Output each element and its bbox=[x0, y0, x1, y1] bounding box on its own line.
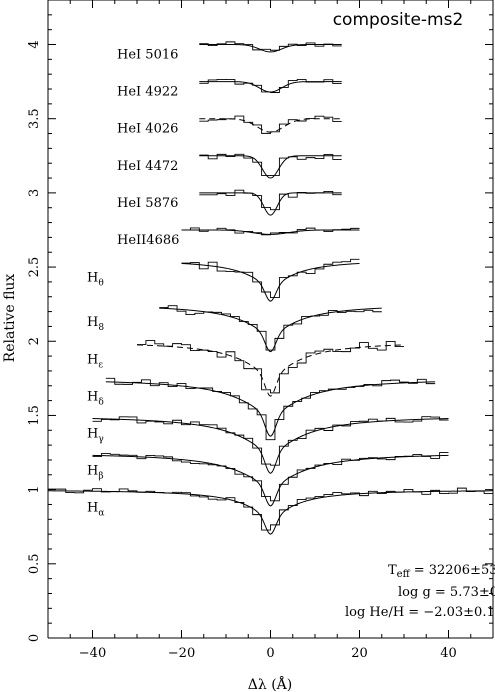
line-label-sub: δ bbox=[98, 397, 103, 407]
model-fit bbox=[181, 229, 360, 235]
x-tick-label: 40 bbox=[440, 646, 457, 661]
y-tick-label: 3 bbox=[27, 189, 42, 197]
y-tick-label: 1.5 bbox=[27, 405, 42, 426]
teff-annotation: Teff= 32206±533 bbox=[388, 563, 495, 580]
model-fit bbox=[181, 262, 360, 302]
y-tick-label: 4 bbox=[27, 40, 42, 48]
fit-parameters: Teff= 32206±533 log g = 5.73±0.10 log He… bbox=[345, 563, 495, 620]
y-tick-label: 3.5 bbox=[27, 108, 42, 129]
line-label-main: H bbox=[87, 501, 98, 516]
series-hei-5876 bbox=[199, 189, 342, 216]
y-tick-label: 2 bbox=[27, 337, 42, 345]
line-label-sub: γ bbox=[98, 434, 103, 444]
model-fit bbox=[136, 344, 405, 397]
line-label-heii4686: HeII4686 bbox=[117, 233, 179, 248]
axes bbox=[47, 0, 494, 639]
model-fit bbox=[105, 381, 436, 437]
line-label-hei-5016: HeI 5016 bbox=[117, 48, 178, 63]
observed-spectrum bbox=[92, 452, 449, 502]
line-label-main: HeI 4026 bbox=[117, 122, 178, 137]
line-label-main: HeI 4472 bbox=[117, 159, 178, 174]
line-label-h-: Hε bbox=[87, 352, 103, 370]
line-label-main: H bbox=[87, 426, 98, 441]
observed-spectrum bbox=[48, 487, 493, 531]
y-tick-label: 0.5 bbox=[27, 553, 42, 574]
line-label-sub: 8 bbox=[98, 323, 104, 333]
x-tick-label: −20 bbox=[168, 646, 195, 661]
line-label-hei-5876: HeI 5876 bbox=[117, 196, 178, 211]
line-label-main: HeII4686 bbox=[117, 233, 179, 248]
series-h- bbox=[136, 340, 405, 397]
line-label-hei-4472: HeI 4472 bbox=[117, 159, 178, 174]
series-hei-4026 bbox=[199, 115, 342, 134]
x-tick-label: −40 bbox=[79, 646, 106, 661]
series-h- bbox=[105, 377, 436, 441]
line-label-main: H bbox=[87, 352, 98, 367]
x-tick-label: 0 bbox=[266, 646, 274, 661]
line-label-h-: Hβ bbox=[87, 464, 104, 482]
line-label-h-: Hγ bbox=[87, 426, 104, 444]
model-fit bbox=[47, 490, 494, 535]
line-label-main: HeI 5876 bbox=[117, 196, 178, 211]
series-heii4686 bbox=[181, 227, 360, 236]
model-fit bbox=[92, 454, 449, 507]
line-label-hei-4922: HeI 4922 bbox=[117, 85, 178, 100]
y-tick-label: 1 bbox=[27, 485, 42, 493]
model-fit bbox=[199, 118, 342, 133]
logg-annotation: log g = 5.73±0.10 bbox=[398, 585, 495, 600]
series-h- bbox=[47, 487, 494, 535]
observed-spectrum bbox=[159, 305, 382, 351]
line-label-main: H bbox=[87, 315, 98, 330]
observed-spectrum bbox=[199, 41, 342, 51]
observed-spectrum bbox=[199, 115, 342, 134]
line-label-h-: Hδ bbox=[87, 389, 104, 407]
observed-spectrum bbox=[105, 377, 436, 441]
line-label-main: HeI 5016 bbox=[117, 48, 178, 63]
line-label-sub: β bbox=[98, 472, 103, 482]
line-label-main: H bbox=[87, 464, 98, 479]
model-fit bbox=[199, 81, 342, 93]
loghe-annotation: log He/H = −2.03±0.15 bbox=[345, 605, 495, 620]
line-label-h-: Hα bbox=[87, 501, 104, 519]
line-label-main: H bbox=[87, 389, 98, 404]
y-axis-label: Relative flux bbox=[2, 274, 18, 363]
line-label-sub: ε bbox=[98, 360, 103, 370]
x-tick-label: 20 bbox=[351, 646, 368, 661]
line-label-main: HeI 4922 bbox=[117, 85, 178, 100]
chart-title: composite-ms2 bbox=[333, 10, 464, 30]
line-label-hei-4026: HeI 4026 bbox=[117, 122, 178, 137]
line-label-sub: α bbox=[98, 509, 104, 519]
observed-spectrum bbox=[181, 227, 360, 236]
observed-spectrum bbox=[181, 258, 360, 299]
line-label-h-8: H8 bbox=[87, 315, 104, 333]
line-label-main: H bbox=[87, 271, 98, 286]
ticks: −40 −20 0 20 40 0 0.5 1 1.5 2 2.5 3 3.5 4 bbox=[27, 0, 494, 661]
series-hei-4922 bbox=[199, 78, 342, 93]
model-fit bbox=[199, 192, 342, 216]
observed-spectrum bbox=[199, 153, 342, 177]
y-tick-label: 0 bbox=[27, 634, 42, 642]
model-fit bbox=[199, 44, 342, 53]
line-label-sub: θ bbox=[98, 279, 103, 289]
series-h- bbox=[92, 416, 449, 474]
model-fit bbox=[159, 307, 382, 353]
line-labels: HeI 5016 HeI 4922 HeI 4026 HeI 4472 HeI 5876… bbox=[87, 48, 179, 519]
y-tick-label: 2.5 bbox=[27, 257, 42, 278]
x-axis-label: Δλ (Å) bbox=[248, 675, 292, 692]
series-h- bbox=[92, 452, 449, 507]
model-fit bbox=[92, 418, 449, 474]
line-label-h-: Hθ bbox=[87, 271, 104, 289]
model-fit bbox=[199, 155, 342, 179]
series-h-8 bbox=[159, 305, 382, 353]
series-hei-4472 bbox=[199, 153, 342, 179]
series-layer bbox=[47, 41, 494, 535]
series-hei-5016 bbox=[199, 41, 342, 53]
series-h- bbox=[181, 258, 360, 302]
